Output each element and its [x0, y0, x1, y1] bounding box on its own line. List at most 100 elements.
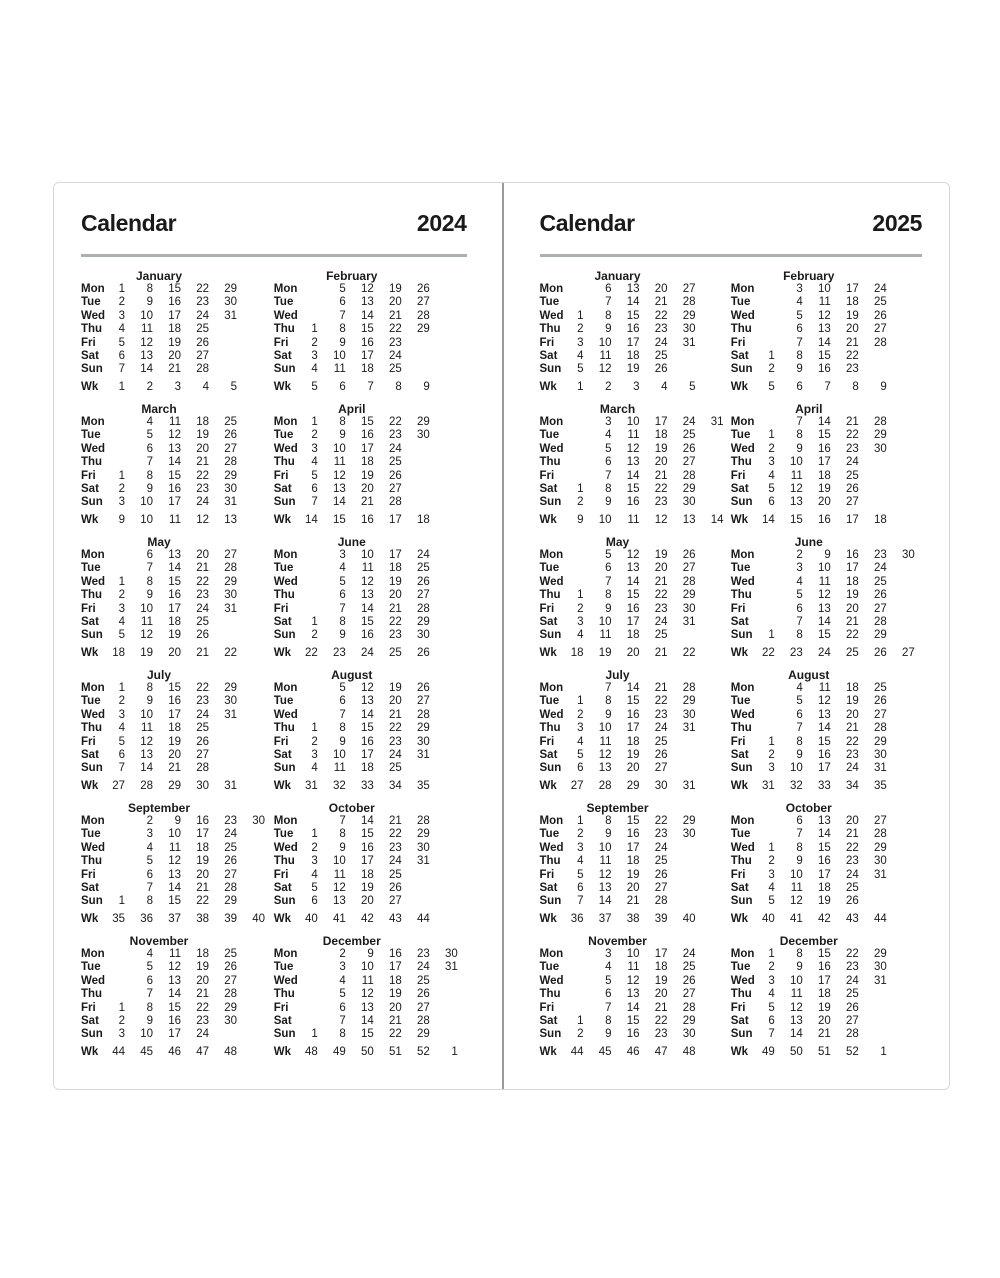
week-number-cell: 31 — [682, 779, 696, 792]
week-number-cell: 5 — [311, 380, 318, 393]
date-cell: 15 — [168, 1001, 181, 1014]
date-cell: 11 — [333, 363, 346, 376]
weekday-label: Mon — [273, 283, 298, 295]
date-cell: 26 — [224, 429, 237, 442]
date-cell: 22 — [388, 323, 402, 336]
date-cell: 1 — [118, 469, 125, 482]
date-cell: 19 — [360, 469, 374, 482]
date-cell: 17 — [360, 855, 374, 868]
weekday-label: Tue — [81, 828, 101, 841]
weekday-label: Wed — [539, 841, 564, 854]
date-cell: 22 — [654, 1015, 668, 1028]
weekday-row-fri: Fri 4 11 18 25 — [274, 869, 467, 882]
weekday-label: Fri — [730, 1001, 746, 1014]
date-cell: 5 — [311, 469, 318, 482]
weekday-label: Thu — [730, 456, 752, 469]
date-cell: 26 — [416, 988, 430, 1001]
date-cell: 9 — [605, 828, 612, 841]
week-number-cell: 18 — [112, 646, 125, 659]
date-cell: 12 — [168, 961, 181, 974]
week-row-label: Wk — [81, 380, 99, 393]
date-cell: 28 — [196, 363, 209, 376]
week-number-cell: 28 — [140, 779, 153, 792]
date-cell: 26 — [682, 442, 696, 455]
weekday-label: Thu — [81, 589, 103, 602]
weekday-label: Thu — [539, 323, 561, 336]
date-cell: 15 — [817, 735, 831, 748]
date-cell: 30 — [682, 323, 696, 336]
date-cell: 27 — [224, 549, 237, 561]
weekday-label: Mon — [273, 948, 298, 960]
date-cell: 8 — [605, 589, 612, 602]
month-title: August — [788, 668, 830, 682]
date-cell: 3 — [311, 855, 318, 868]
date-cell: 12 — [817, 589, 831, 602]
week-number-cell: 33 — [817, 779, 831, 792]
date-cell: 14 — [360, 602, 374, 615]
date-cell: 29 — [224, 575, 237, 588]
date-cell: 10 — [140, 1028, 153, 1041]
date-cell: 8 — [796, 629, 803, 642]
weekday-row-tue: Tue 6 13 20 27 — [274, 695, 467, 708]
date-cell: 7 — [796, 616, 803, 629]
date-cell: 25 — [196, 616, 209, 629]
weekday-row-sun: Sun 1 8 15 22 29 — [274, 1028, 467, 1041]
weekday-row-fri: Fri 7 14 21 28 — [274, 603, 467, 616]
weekday-label: Sun — [273, 629, 296, 642]
date-cell: 5 — [605, 974, 612, 987]
weekday-label: Fri — [730, 469, 746, 482]
weekday-row-tue: Tue 2 9 16 23 30 — [274, 429, 467, 442]
page-header: Calendar 2024 — [81, 210, 467, 236]
week-number-cell: 40 — [682, 912, 696, 925]
date-cell: 4 — [118, 722, 125, 735]
date-cell: 30 — [682, 1028, 696, 1041]
date-cell: 15 — [360, 828, 374, 841]
week-number-row: Wk 9 10 11 12 13 — [81, 514, 274, 527]
date-cell: 11 — [141, 722, 153, 735]
date-cell: 22 — [388, 722, 402, 735]
weekday-row-thu: Thu 3 10 17 24 — [731, 456, 922, 469]
date-cell: 31 — [444, 961, 458, 974]
date-cell: 4 — [118, 323, 125, 336]
date-cell: 9 — [796, 363, 803, 376]
weekday-row-sat: Sat 1 8 15 22 — [731, 350, 922, 363]
date-cell: 1 — [577, 815, 584, 827]
weekday-label: Tue — [81, 695, 101, 708]
date-cell: 16 — [626, 496, 640, 509]
weekday-label: Mon — [81, 283, 105, 295]
date-cell: 6 — [339, 695, 346, 708]
date-cell: 19 — [196, 961, 209, 974]
date-cell: 16 — [196, 815, 209, 827]
weekday-label: Sat — [273, 483, 292, 496]
date-cell: 28 — [682, 575, 696, 588]
week-number-cell: 30 — [196, 779, 209, 792]
date-cell: 22 — [654, 589, 668, 602]
date-cell: 24 — [196, 1028, 209, 1041]
date-cell: 2 — [118, 695, 125, 708]
date-cell: 1 — [768, 350, 775, 363]
date-cell: 12 — [332, 469, 346, 482]
date-cell: 16 — [168, 589, 181, 602]
date-cell: 29 — [224, 469, 237, 482]
date-cell: 18 — [626, 735, 640, 748]
weekday-row-mon: Mon 5 12 19 26 — [274, 682, 467, 695]
weekday-label: Wed — [539, 575, 564, 588]
date-cell: 11 — [599, 735, 612, 748]
date-cell: 14 — [626, 469, 640, 482]
date-cell: 30 — [252, 815, 265, 827]
date-cell: 14 — [360, 309, 374, 322]
weekday-label: Tue — [273, 562, 294, 575]
month-title: November — [588, 934, 647, 948]
weekday-row-mon: Mon 3 10 17 24 — [731, 283, 922, 296]
week-number-cell: 30 — [654, 779, 668, 792]
week-number-cell: 39 — [654, 912, 668, 925]
weekday-row-sat: Sat 4 11 18 25 — [81, 616, 274, 629]
date-cell: 1 — [311, 416, 318, 428]
date-cell: 6 — [796, 708, 803, 721]
week-number-cell: 9 — [577, 513, 584, 526]
weekday-row-sat: Sat 7 14 21 28 — [731, 616, 922, 629]
date-cell: 8 — [796, 948, 803, 960]
calendar-spread: Calendar 2024 January Mon 1 8 15 22 29 Tue 2 9 16 2… — [53, 182, 950, 1090]
date-cell: 21 — [845, 616, 859, 629]
date-cell: 12 — [789, 483, 803, 496]
